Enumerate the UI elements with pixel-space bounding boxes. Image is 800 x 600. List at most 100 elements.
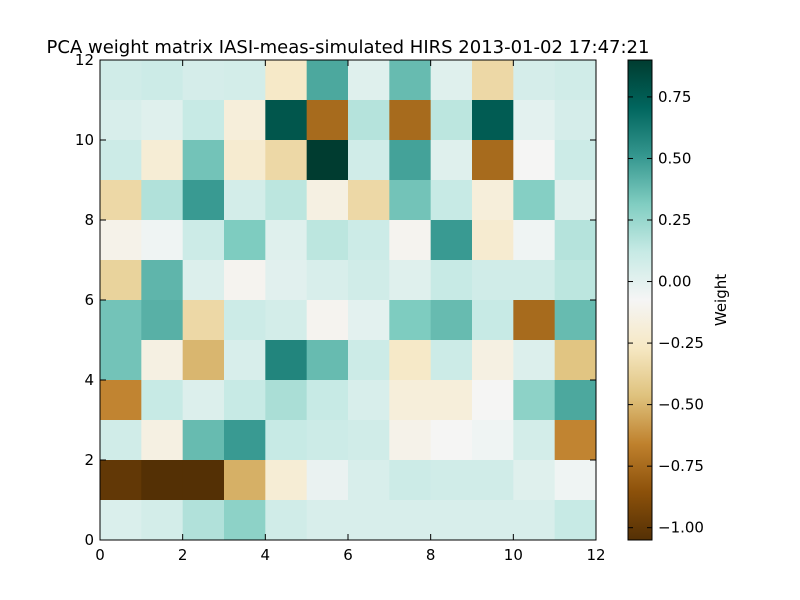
heatmap-cell: [265, 380, 308, 421]
heatmap-cell: [389, 300, 432, 341]
heatmap-cell: [554, 260, 597, 301]
heatmap-cell: [513, 260, 556, 301]
heatmap-cell: [182, 260, 225, 301]
heatmap-cell: [513, 300, 556, 341]
x-tick-label: 0: [95, 546, 105, 564]
heatmap-cell: [554, 180, 597, 221]
heatmap-cell: [430, 500, 473, 541]
heatmap-cell: [554, 340, 597, 381]
heatmap-cell: [100, 460, 142, 501]
heatmap-cell: [224, 460, 266, 501]
heatmap-cell: [141, 260, 184, 301]
heatmap-cell: [554, 60, 597, 101]
heatmap-cell: [554, 460, 597, 501]
heatmap-cell: [306, 180, 349, 221]
heatmap-cell: [141, 60, 184, 101]
x-tick-label: 8: [426, 546, 436, 564]
chart-title: PCA weight matrix IASI-meas-simulated HI…: [47, 37, 650, 58]
heatmap-cell: [472, 140, 514, 181]
heatmap-cell: [389, 500, 432, 541]
heatmap-cell: [430, 220, 473, 261]
heatmap-cell: [306, 340, 349, 381]
heatmap-cell: [224, 180, 266, 221]
y-tick-label: 0: [84, 531, 94, 549]
heatmap-cell: [265, 300, 308, 341]
heatmap-cell: [430, 420, 473, 461]
heatmap-cell: [182, 220, 225, 261]
heatmap-cell: [141, 300, 184, 341]
heatmap-cell: [224, 380, 266, 421]
heatmap-cell: [513, 220, 556, 261]
x-tick-label: 12: [586, 546, 605, 564]
heatmap-cell: [554, 220, 597, 261]
heatmap-cell: [348, 260, 390, 301]
heatmap-cell: [348, 460, 390, 501]
y-tick-label: 8: [84, 211, 94, 229]
heatmap-cell: [554, 380, 597, 421]
heatmap-cell: [348, 420, 390, 461]
heatmap-cell: [100, 340, 142, 381]
heatmap-cell: [141, 340, 184, 381]
colorbar-tick-label: −0.25: [658, 334, 704, 352]
heatmap-cell: [306, 380, 349, 421]
x-tick-label: 2: [178, 546, 188, 564]
heatmap-cell: [554, 300, 597, 341]
heatmap-cell: [224, 300, 266, 341]
heatmap-cell: [100, 260, 142, 301]
heatmap-cell: [141, 140, 184, 181]
heatmap-cell: [472, 500, 514, 541]
heatmap-cell: [100, 180, 142, 221]
heatmap-cell: [389, 260, 432, 301]
heatmap-cell: [100, 100, 142, 141]
heatmap-cell: [265, 500, 308, 541]
heatmap-cell: [182, 60, 225, 101]
heatmap-cell: [100, 220, 142, 261]
heatmap-cell: [430, 460, 473, 501]
heatmap-cell: [141, 100, 184, 141]
heatmap-cell: [306, 100, 349, 141]
heatmap-cell: [265, 60, 308, 101]
y-tick-label: 6: [84, 291, 94, 309]
heatmap-cell: [430, 340, 473, 381]
heatmap-cell: [389, 460, 432, 501]
heatmap-cell: [472, 420, 514, 461]
heatmap-cell: [430, 380, 473, 421]
heatmap-cell: [306, 500, 349, 541]
heatmap-cell: [224, 500, 266, 541]
heatmap-cell: [182, 420, 225, 461]
heatmap-cell: [430, 260, 473, 301]
heatmap-cell: [554, 420, 597, 461]
heatmap-cell: [141, 500, 184, 541]
heatmap-cell: [141, 180, 184, 221]
colorbar-tick-label: 0.00: [658, 273, 691, 291]
colorbar-tick-label: −1.00: [658, 519, 704, 537]
y-tick-label: 10: [75, 131, 94, 149]
heatmap-cell: [182, 140, 225, 181]
x-tick-label: 4: [261, 546, 271, 564]
heatmap-cell: [430, 100, 473, 141]
heatmap-cell: [224, 420, 266, 461]
colorbar-tick-label: −0.75: [658, 457, 704, 475]
heatmap-cell: [141, 380, 184, 421]
heatmap-cell: [100, 380, 142, 421]
heatmap-cell: [513, 380, 556, 421]
heatmap-cell: [513, 500, 556, 541]
heatmap-cell: [348, 300, 390, 341]
heatmap-cell: [141, 460, 184, 501]
colorbar-tick-label: 0.75: [658, 88, 691, 106]
heatmap-cell: [224, 260, 266, 301]
heatmap-cell: [306, 300, 349, 341]
heatmap-cell: [348, 220, 390, 261]
heatmap-cell: [389, 60, 432, 101]
heatmap-cell: [389, 180, 432, 221]
heatmap-cell: [513, 420, 556, 461]
heatmap-cell: [513, 100, 556, 141]
heatmap-cell: [430, 180, 473, 221]
heatmap-cell: [182, 460, 225, 501]
heatmap-cell: [306, 220, 349, 261]
x-axis: 0 2 4 6 8 10 12: [95, 60, 606, 564]
colorbar: 0.75 0.50 0.25 0.00 −0.25 −0.50 −0.75 −1.00 Wei…: [627, 59, 730, 541]
heatmap-cell: [306, 140, 349, 181]
heatmap-cells: [100, 60, 597, 541]
colorbar-tick-label: 0.50: [658, 149, 691, 167]
